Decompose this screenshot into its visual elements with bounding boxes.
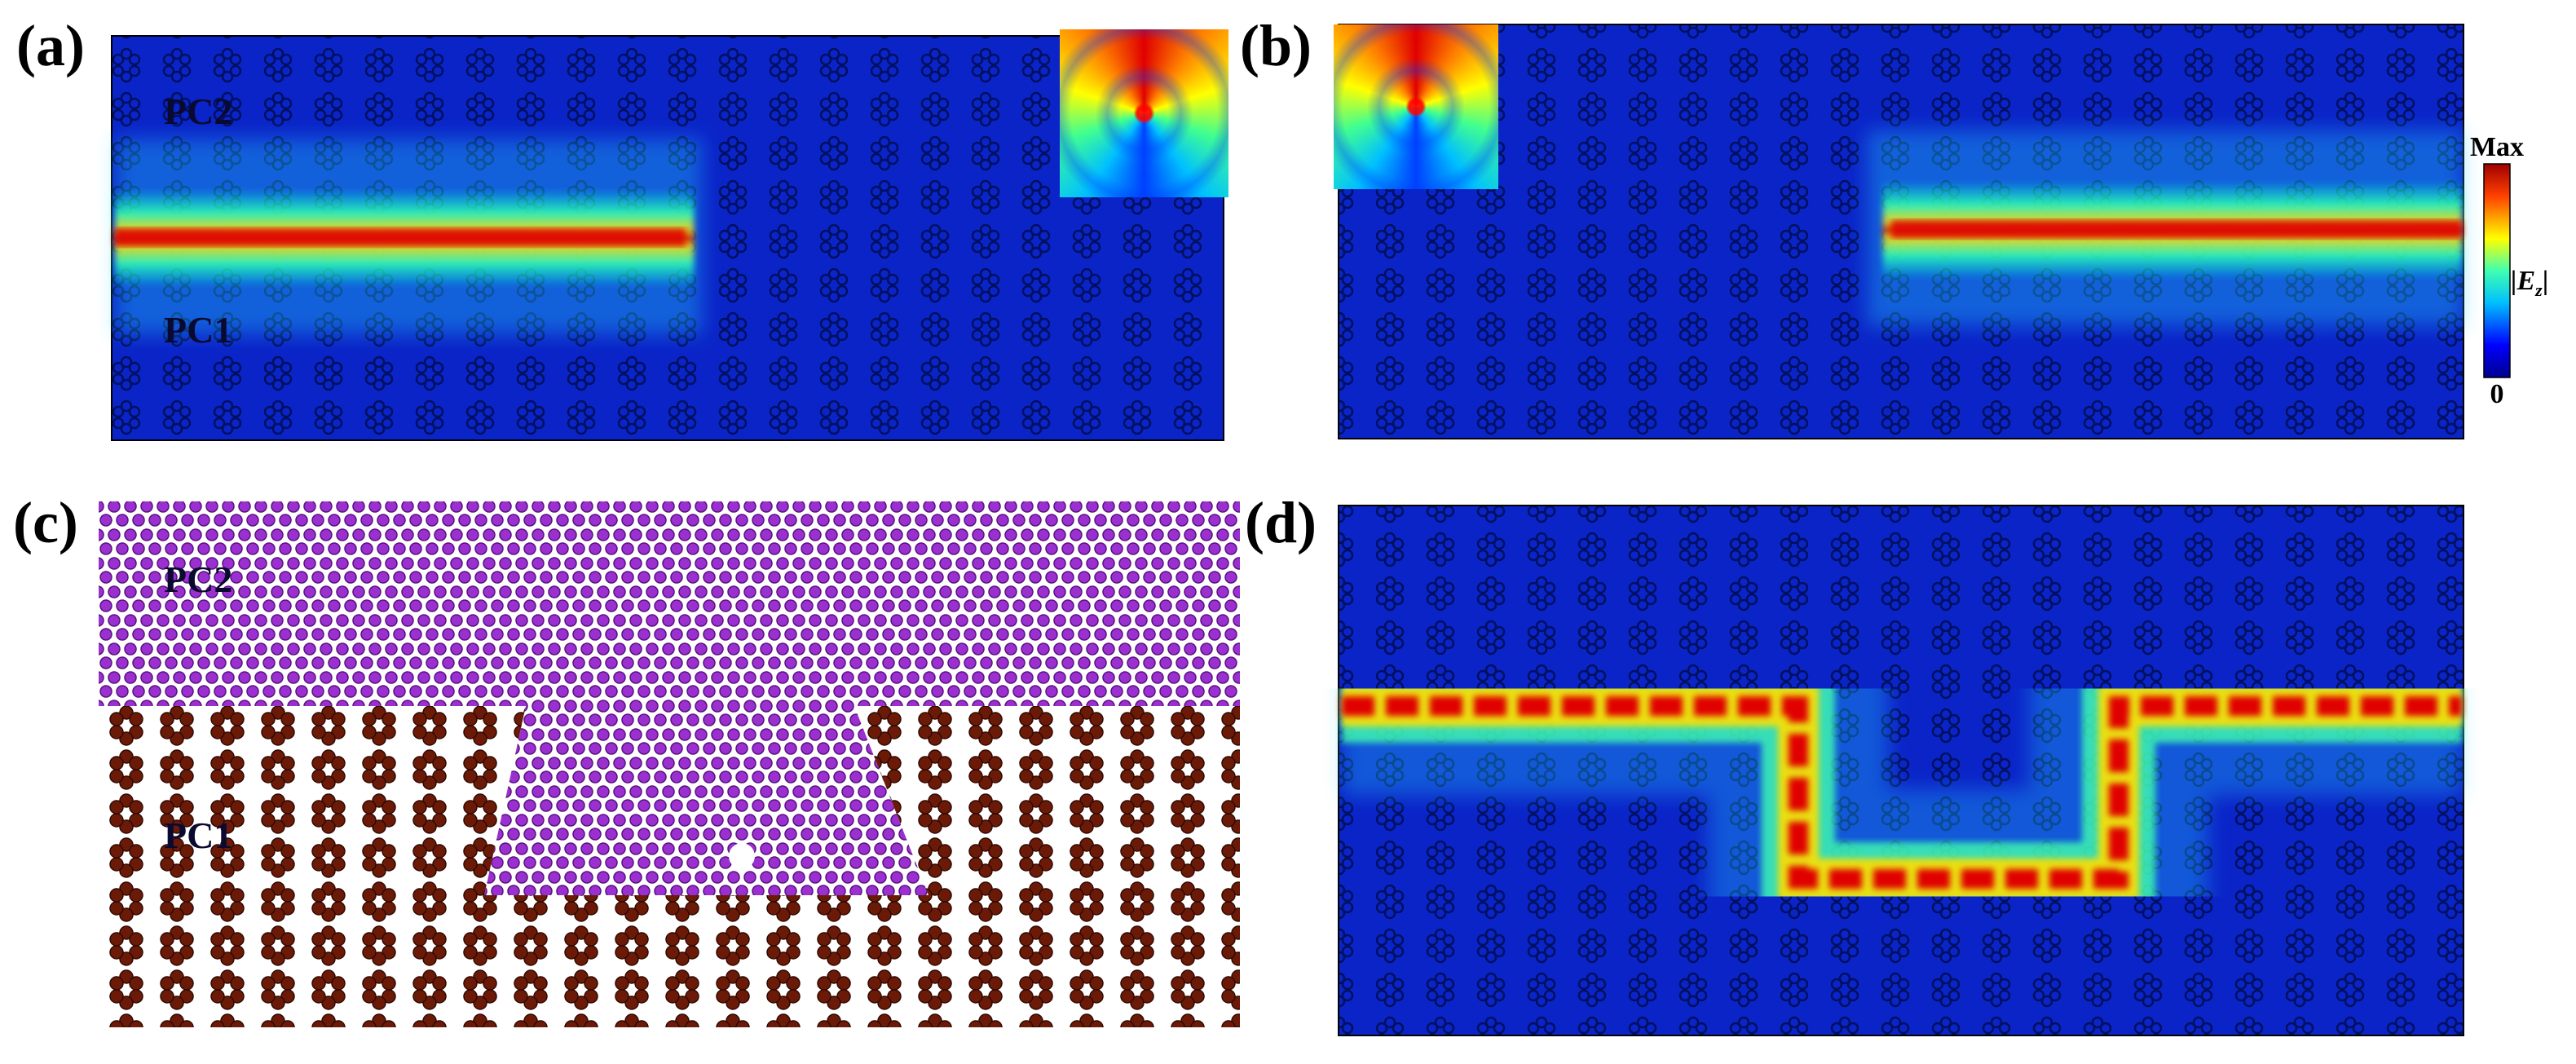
panel-label: (c) bbox=[13, 490, 78, 555]
edge-mode-core bbox=[1891, 220, 2462, 238]
colorbar: Max 0 |Ez| bbox=[2470, 132, 2548, 409]
colorbar-scale bbox=[2483, 163, 2511, 378]
quantity-end: | bbox=[2543, 266, 2549, 296]
quantity-subscript: z bbox=[2534, 280, 2543, 300]
region-label: PC2 bbox=[164, 558, 232, 600]
panel-label: (d) bbox=[1245, 490, 1317, 555]
lattice-pc1 bbox=[99, 706, 1240, 1027]
panel-label: (a) bbox=[16, 13, 85, 78]
region-label: PC1 bbox=[164, 815, 232, 856]
vortex-source-inset bbox=[1060, 29, 1228, 197]
panel-a: (a) PC2 PC1 bbox=[16, 13, 1224, 441]
lattice-pc2-channel bbox=[484, 706, 929, 895]
panel-c: (c) PC2 PC1 bbox=[13, 490, 1240, 1027]
panel-label: (b) bbox=[1240, 13, 1312, 78]
region-label: PC2 bbox=[164, 91, 232, 132]
edge-mode-core bbox=[1342, 696, 2462, 889]
quantity: |E bbox=[2511, 266, 2535, 296]
panel-d: (d) bbox=[1245, 490, 2464, 1036]
colorbar-max: Max bbox=[2470, 132, 2524, 162]
lattice-pc2 bbox=[99, 501, 1240, 706]
panel-b: (b) bbox=[1240, 13, 2464, 439]
region-label: PC1 bbox=[164, 309, 232, 351]
vortex-source-inset bbox=[1334, 24, 1498, 189]
colorbar-min: 0 bbox=[2490, 379, 2504, 409]
edge-mode-core bbox=[115, 228, 686, 246]
source-point bbox=[729, 843, 755, 869]
colorbar-quantity: |Ez| bbox=[2511, 266, 2548, 300]
